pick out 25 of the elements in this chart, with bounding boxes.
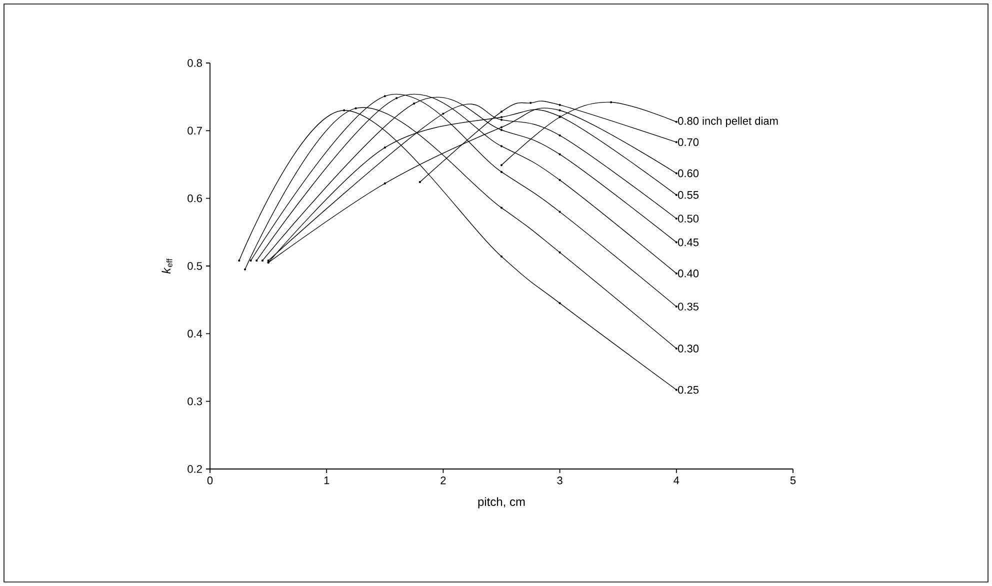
series-label: 0.30 <box>678 344 699 352</box>
series-label: 0.80 inch pellet diam <box>678 116 778 127</box>
x-tick-label: 1 <box>324 476 330 484</box>
series-label: 0.35 <box>678 302 699 310</box>
series-label: 0.55 <box>678 191 699 199</box>
series-label: 0.50 <box>678 214 699 223</box>
series-label: 0.70 <box>678 138 699 146</box>
x-tick-label: 0 <box>207 476 213 484</box>
y-tick-label: 0.2 <box>188 465 202 473</box>
x-tick-label: 4 <box>674 476 680 484</box>
x-tick-label: 5 <box>790 476 796 484</box>
series-label: 0.40 <box>678 270 699 278</box>
y-tick-label: 0.7 <box>188 126 202 135</box>
y-tick-label: 0.4 <box>188 330 202 338</box>
y-tick-label: 0.3 <box>188 397 202 406</box>
x-tick-label: 3 <box>557 476 562 484</box>
y-axis-title: k$_{eff}$ <box>162 258 172 274</box>
y-tick-label: 0.8 <box>188 59 202 67</box>
x-tick-label: 2 <box>440 476 446 484</box>
x-axis-title: pitch, cm <box>478 497 525 508</box>
series-label: 0.25 <box>678 386 699 394</box>
y-tick-label: 0.5 <box>188 262 202 270</box>
series-label: 0.60 <box>678 169 699 178</box>
series-label: 0.45 <box>678 238 699 246</box>
y-tick-label: 0.6 <box>188 194 202 202</box>
